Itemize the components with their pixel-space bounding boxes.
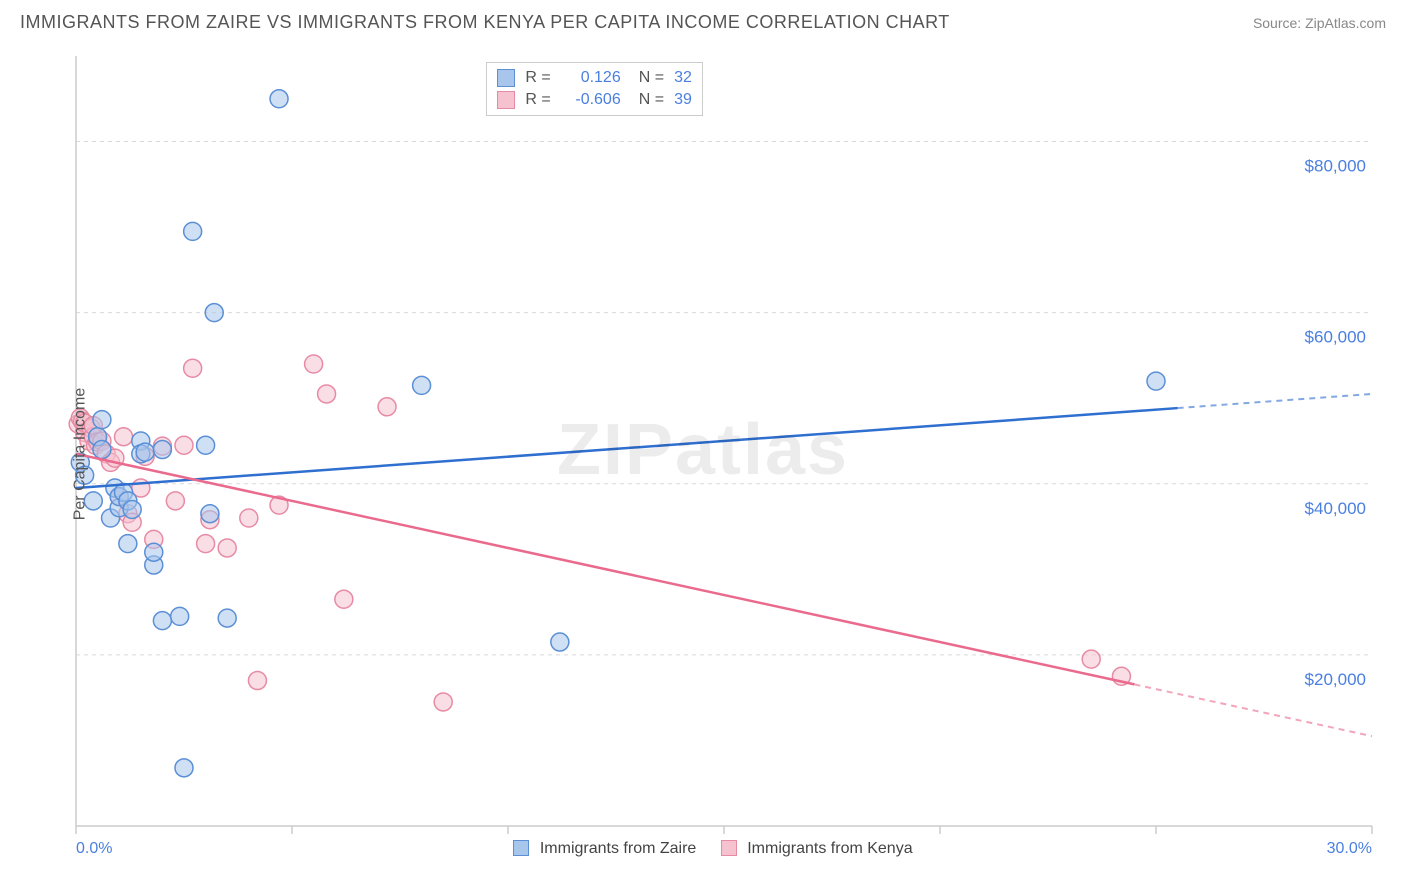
r-label: R = (525, 91, 550, 109)
series-swatch (497, 69, 515, 87)
chart-area: Per Capita Income $20,000$40,000$60,000$… (20, 46, 1386, 862)
n-value: 39 (674, 91, 692, 109)
scatter-chart: $20,000 $40,000 $60,000 $80,000 (20, 46, 1386, 856)
n-label: N = (639, 91, 664, 109)
correlation-row: R = 0.126 N = 32 (497, 67, 691, 89)
r-value: -0.606 (561, 91, 621, 109)
r-value: 0.126 (561, 69, 621, 87)
n-label: N = (639, 69, 664, 87)
chart-title: IMMIGRANTS FROM ZAIRE VS IMMIGRANTS FROM… (20, 12, 950, 33)
correlation-legend: R = 0.126 N = 32 R = -0.606 N = 39 (486, 62, 702, 116)
legend-label: Immigrants from Kenya (747, 840, 912, 857)
series-legend: Immigrants from Zaire Immigrants from Ke… (20, 840, 1386, 858)
legend-swatch (721, 840, 737, 856)
source-label: Source: ZipAtlas.com (1253, 15, 1386, 31)
legend-label: Immigrants from Zaire (540, 840, 696, 857)
correlation-row: R = -0.606 N = 39 (497, 89, 691, 111)
r-label: R = (525, 69, 550, 87)
svg-text:$80,000: $80,000 (1305, 157, 1366, 176)
legend-swatch (513, 840, 529, 856)
svg-text:$20,000: $20,000 (1305, 670, 1366, 689)
n-value: 32 (674, 69, 692, 87)
series-swatch (497, 91, 515, 109)
svg-text:$60,000: $60,000 (1305, 328, 1366, 347)
y-axis-label: Per Capita Income (71, 388, 89, 521)
svg-text:$40,000: $40,000 (1305, 499, 1366, 518)
